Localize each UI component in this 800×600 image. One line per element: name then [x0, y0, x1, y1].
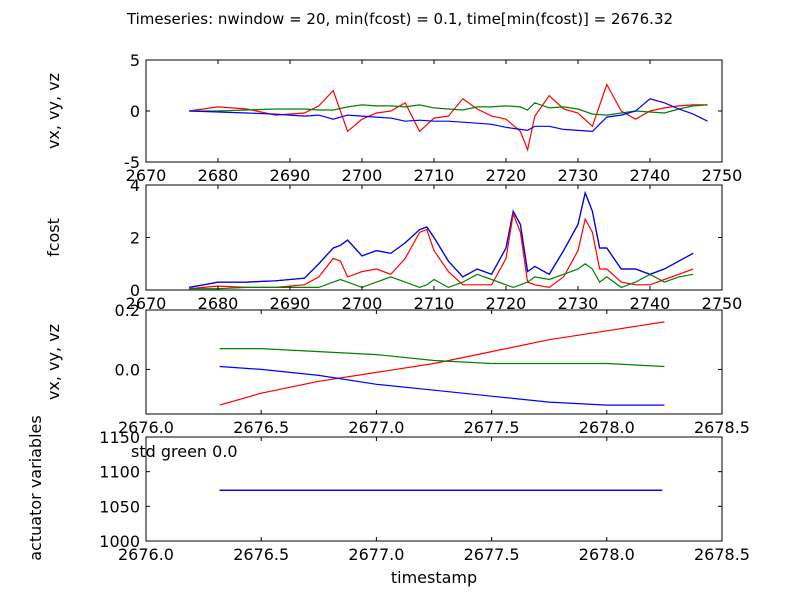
subplot-2: 2670 2680 2690 2700 2710 2720 2730 2740 2750 0 2 4 f…: [44, 176, 742, 313]
x-axis-label: timestamp: [390, 568, 478, 587]
y-tick-label: 1100: [99, 463, 140, 482]
x-tick-label: 2678.0: [579, 545, 635, 564]
x-tick-label: 2670: [126, 294, 167, 313]
subplot-1: 2670 2680 2690 2700 2710 2720 2730 2740 2750 -5 0 5…: [44, 51, 742, 185]
series-line-1: [219, 321, 665, 406]
x-tick-label: 2700: [342, 166, 383, 185]
x-tick-label: 2750: [702, 294, 743, 313]
y-axis-label: fcost: [44, 218, 63, 257]
series-line-1: [189, 190, 694, 288]
x-tick-label: 2678.5: [694, 545, 750, 564]
y-tick-label: 5: [130, 51, 140, 70]
x-tick-label: 2680: [198, 294, 239, 313]
annotation-text: std green 0.0: [131, 442, 238, 461]
x-tick-label: 2678.0: [579, 418, 635, 437]
x-tick-label: 2720: [486, 166, 527, 185]
x-tick-label: 2677.0: [348, 418, 404, 437]
y-axis-label: actuator variables: [26, 415, 45, 560]
x-tick-label: 2730: [558, 294, 599, 313]
x-tick-label: 2730: [558, 166, 599, 185]
series-line-3: [219, 365, 665, 406]
y-tick-label: 0: [130, 102, 140, 121]
x-tick-label: 2676.0: [118, 545, 174, 564]
series-line-2: [219, 348, 665, 368]
y-tick-label: 1150: [99, 428, 140, 447]
y-tick-label: 2: [130, 229, 140, 248]
x-tick-label: 2710: [414, 294, 455, 313]
series-line-3: [189, 98, 708, 133]
x-tick-label: 2670: [126, 166, 167, 185]
x-tick-label: 2676.5: [233, 418, 289, 437]
x-tick-label: 2690: [270, 294, 311, 313]
axes-frame: [145, 436, 723, 542]
y-axis-label: vx, vy, vz: [44, 324, 63, 400]
series-line-4: [189, 263, 694, 290]
series-line-1: [189, 83, 708, 152]
series-line-2: [189, 190, 694, 288]
x-tick-label: 2710: [414, 166, 455, 185]
x-tick-label: 2678.5: [694, 418, 750, 437]
series-line-2: [189, 102, 708, 116]
y-axis-label: vx, vy, vz: [44, 73, 63, 149]
subplot-3: 2676.0 2676.5 2677.0 2677.5 2678.0 2678.5 0.0 0…: [44, 301, 750, 437]
y-tick-label: 1050: [99, 497, 140, 516]
subplot-4: 2676.0 2676.5 2677.0 2677.5 2678.0 2678.5 1000…: [26, 415, 750, 564]
y-tick-label: 0.0: [115, 360, 140, 379]
y-tick-label: 4: [130, 176, 140, 195]
x-tick-label: 2676.0: [118, 418, 174, 437]
x-tick-label: 2677.5: [464, 418, 520, 437]
x-tick-label: 2720: [486, 294, 527, 313]
x-tick-label: 2680: [198, 166, 239, 185]
x-tick-label: 2677.0: [348, 545, 404, 564]
x-tick-label: 2690: [270, 166, 311, 185]
y-tick-label: 1000: [99, 532, 140, 551]
y-tick-label: -5: [124, 153, 140, 172]
x-tick-label: 2700: [342, 294, 383, 313]
figure-title: Timeseries: nwindow = 20, min(fcost) = 0…: [126, 10, 674, 28]
axes-frame: [145, 309, 723, 415]
x-tick-label: 2740: [630, 294, 671, 313]
series-line-3: [189, 211, 694, 290]
x-tick-label: 2750: [702, 166, 743, 185]
x-tick-label: 2677.5: [464, 545, 520, 564]
y-tick-label: 0: [130, 281, 140, 300]
x-tick-label: 2740: [630, 166, 671, 185]
x-tick-label: 2676.5: [233, 545, 289, 564]
y-tick-label: 0.2: [115, 301, 140, 320]
